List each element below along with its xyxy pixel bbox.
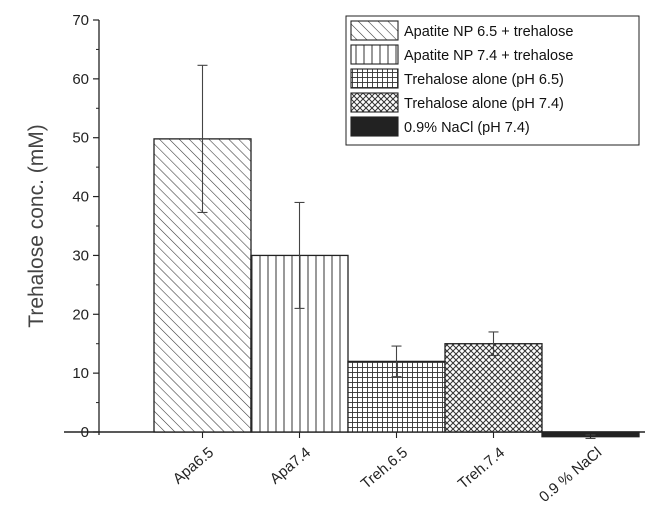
legend-swatch [350, 68, 399, 89]
y-tick-label: 10 [72, 365, 89, 382]
y-tick-label: 30 [72, 247, 89, 264]
category-label: 0.9 % NaCl [536, 444, 605, 506]
category-labels: Apa6.5 Apa7.4 Treh.6.5 Treh.7.4 0.9 % NaCl [170, 432, 605, 506]
y-axis: 010203040506070 [72, 12, 100, 441]
legend-swatch [350, 92, 399, 113]
y-tick-label: 20 [72, 306, 89, 323]
legend-swatch [350, 44, 399, 65]
legend: Apatite NP 6.5 + trehalose Apatite NP 7.4… [345, 15, 640, 146]
y-tick-label: 70 [72, 12, 89, 29]
legend-label: Apatite NP 7.4 + trehalose [404, 48, 573, 64]
legend-swatch [350, 20, 399, 41]
legend-label: 0.9% NaCl (pH 7.4) [404, 120, 530, 136]
y-tick-label: 50 [72, 130, 89, 147]
legend-label: Apatite NP 6.5 + trehalose [404, 24, 573, 40]
y-axis-title: Trehalose conc. (mM) [25, 124, 48, 327]
y-tick-label: 60 [72, 71, 89, 88]
category-label: Apa6.5 [170, 444, 217, 488]
legend-label: Trehalose alone (pH 6.5) [404, 72, 564, 88]
y-tick-label: 40 [72, 189, 89, 206]
legend-swatch [350, 116, 399, 137]
bars [153, 138, 640, 438]
bar-treh-7-4 [444, 343, 543, 433]
category-label: Treh.6.5 [358, 444, 411, 493]
legend-label: Trehalose alone (pH 7.4) [404, 96, 564, 112]
category-label: Treh.7.4 [455, 444, 508, 493]
category-label: Apa7.4 [267, 444, 314, 488]
